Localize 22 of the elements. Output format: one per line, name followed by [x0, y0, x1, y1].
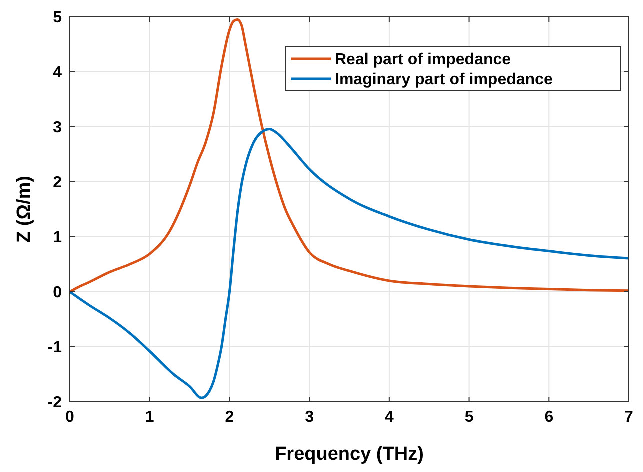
- line-series: [68, 128, 630, 400]
- x-axis-title: Frequency (THz): [275, 444, 424, 465]
- x-tick-label: 2: [225, 409, 234, 426]
- y-axis-title: Z (Ω/m): [14, 176, 35, 243]
- y-tick-label: 0: [53, 284, 62, 302]
- legend-label: Imaginary part of impedance: [335, 72, 553, 89]
- y-tick-label: -2: [48, 394, 62, 412]
- y-tick-label: 3: [53, 120, 62, 137]
- line-series: [68, 18, 630, 294]
- legend-label: Real part of impedance: [335, 52, 512, 69]
- x-tick-label: 1: [145, 409, 154, 426]
- y-tick-label: 1: [53, 230, 62, 247]
- x-tick-label: 3: [305, 409, 314, 426]
- y-tick-label: -1: [48, 340, 62, 357]
- y-tick-label: 4: [53, 64, 62, 82]
- x-tick-label: 7: [624, 409, 634, 426]
- x-tick-label: 5: [464, 409, 474, 426]
- x-tick-label: 4: [384, 409, 394, 426]
- x-tick-label: 0: [66, 409, 75, 426]
- y-tick-label: 5: [53, 10, 62, 27]
- x-tick-label: 6: [544, 409, 554, 426]
- y-tick-label: 2: [53, 174, 62, 192]
